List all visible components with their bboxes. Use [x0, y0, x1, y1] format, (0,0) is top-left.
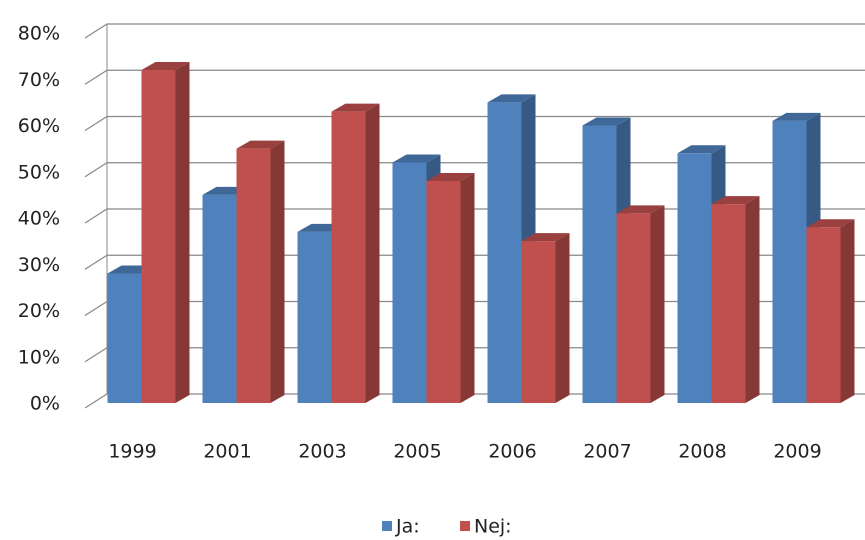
legend-swatch — [382, 521, 392, 531]
bar-side — [555, 233, 570, 403]
bar-top — [806, 219, 855, 228]
bar — [202, 194, 237, 403]
y-tick-label: 50% — [18, 161, 60, 183]
bar-top — [487, 94, 536, 103]
y-tick-label: 80% — [18, 23, 60, 45]
grid-line — [84, 69, 865, 85]
bar-top — [677, 145, 726, 154]
bar — [426, 181, 461, 403]
bar-top — [331, 103, 380, 112]
bar-side — [365, 103, 380, 403]
bar — [711, 204, 746, 403]
bar — [392, 162, 427, 403]
legend-label: Nej: — [474, 516, 512, 538]
bar-side — [840, 219, 855, 403]
bar-side — [745, 196, 760, 403]
bar-top — [772, 112, 821, 121]
bar-side — [460, 173, 475, 403]
bar-top — [582, 117, 631, 126]
y-tick-label: 30% — [18, 254, 60, 276]
bar-top — [141, 62, 190, 70]
x-tick-label: 2003 — [298, 441, 346, 463]
x-tick-label: 2006 — [488, 441, 536, 463]
bar-side — [270, 140, 285, 403]
y-tick-label: 40% — [18, 208, 60, 230]
bar-side — [175, 62, 190, 403]
grid-line — [84, 162, 865, 178]
bar-top — [711, 196, 760, 205]
bar-side — [650, 205, 665, 403]
legend-swatch — [460, 521, 470, 531]
x-tick-label: 2005 — [393, 441, 441, 463]
x-tick-label: 2001 — [203, 441, 251, 463]
y-tick-label: 20% — [18, 300, 60, 322]
bar — [616, 213, 651, 403]
grid-line — [84, 115, 865, 132]
bar — [297, 231, 332, 403]
y-tick-label: 10% — [18, 346, 60, 368]
bar — [677, 153, 712, 403]
y-tick-label: 60% — [18, 115, 60, 137]
bar — [141, 70, 176, 403]
x-tick-label: 2008 — [678, 441, 726, 463]
bar-top — [426, 173, 475, 181]
bar-top — [521, 233, 570, 242]
bar — [236, 148, 271, 403]
bar — [806, 227, 841, 403]
x-tick-label: 2009 — [773, 441, 821, 463]
bar — [331, 111, 366, 403]
x-tick-label: 1999 — [108, 441, 156, 463]
legend-label: Ja: — [395, 516, 420, 538]
bar — [582, 125, 617, 403]
bar — [521, 241, 556, 403]
bar — [772, 120, 807, 403]
bar-top — [616, 205, 665, 214]
x-tick-label: 2007 — [583, 441, 631, 463]
y-tick-label: 0% — [30, 393, 60, 415]
bar — [107, 273, 142, 403]
bar-top — [236, 140, 285, 149]
y-tick-label: 70% — [18, 69, 60, 91]
grid-line — [84, 23, 865, 39]
bar — [487, 102, 522, 403]
bar-top — [392, 154, 441, 163]
